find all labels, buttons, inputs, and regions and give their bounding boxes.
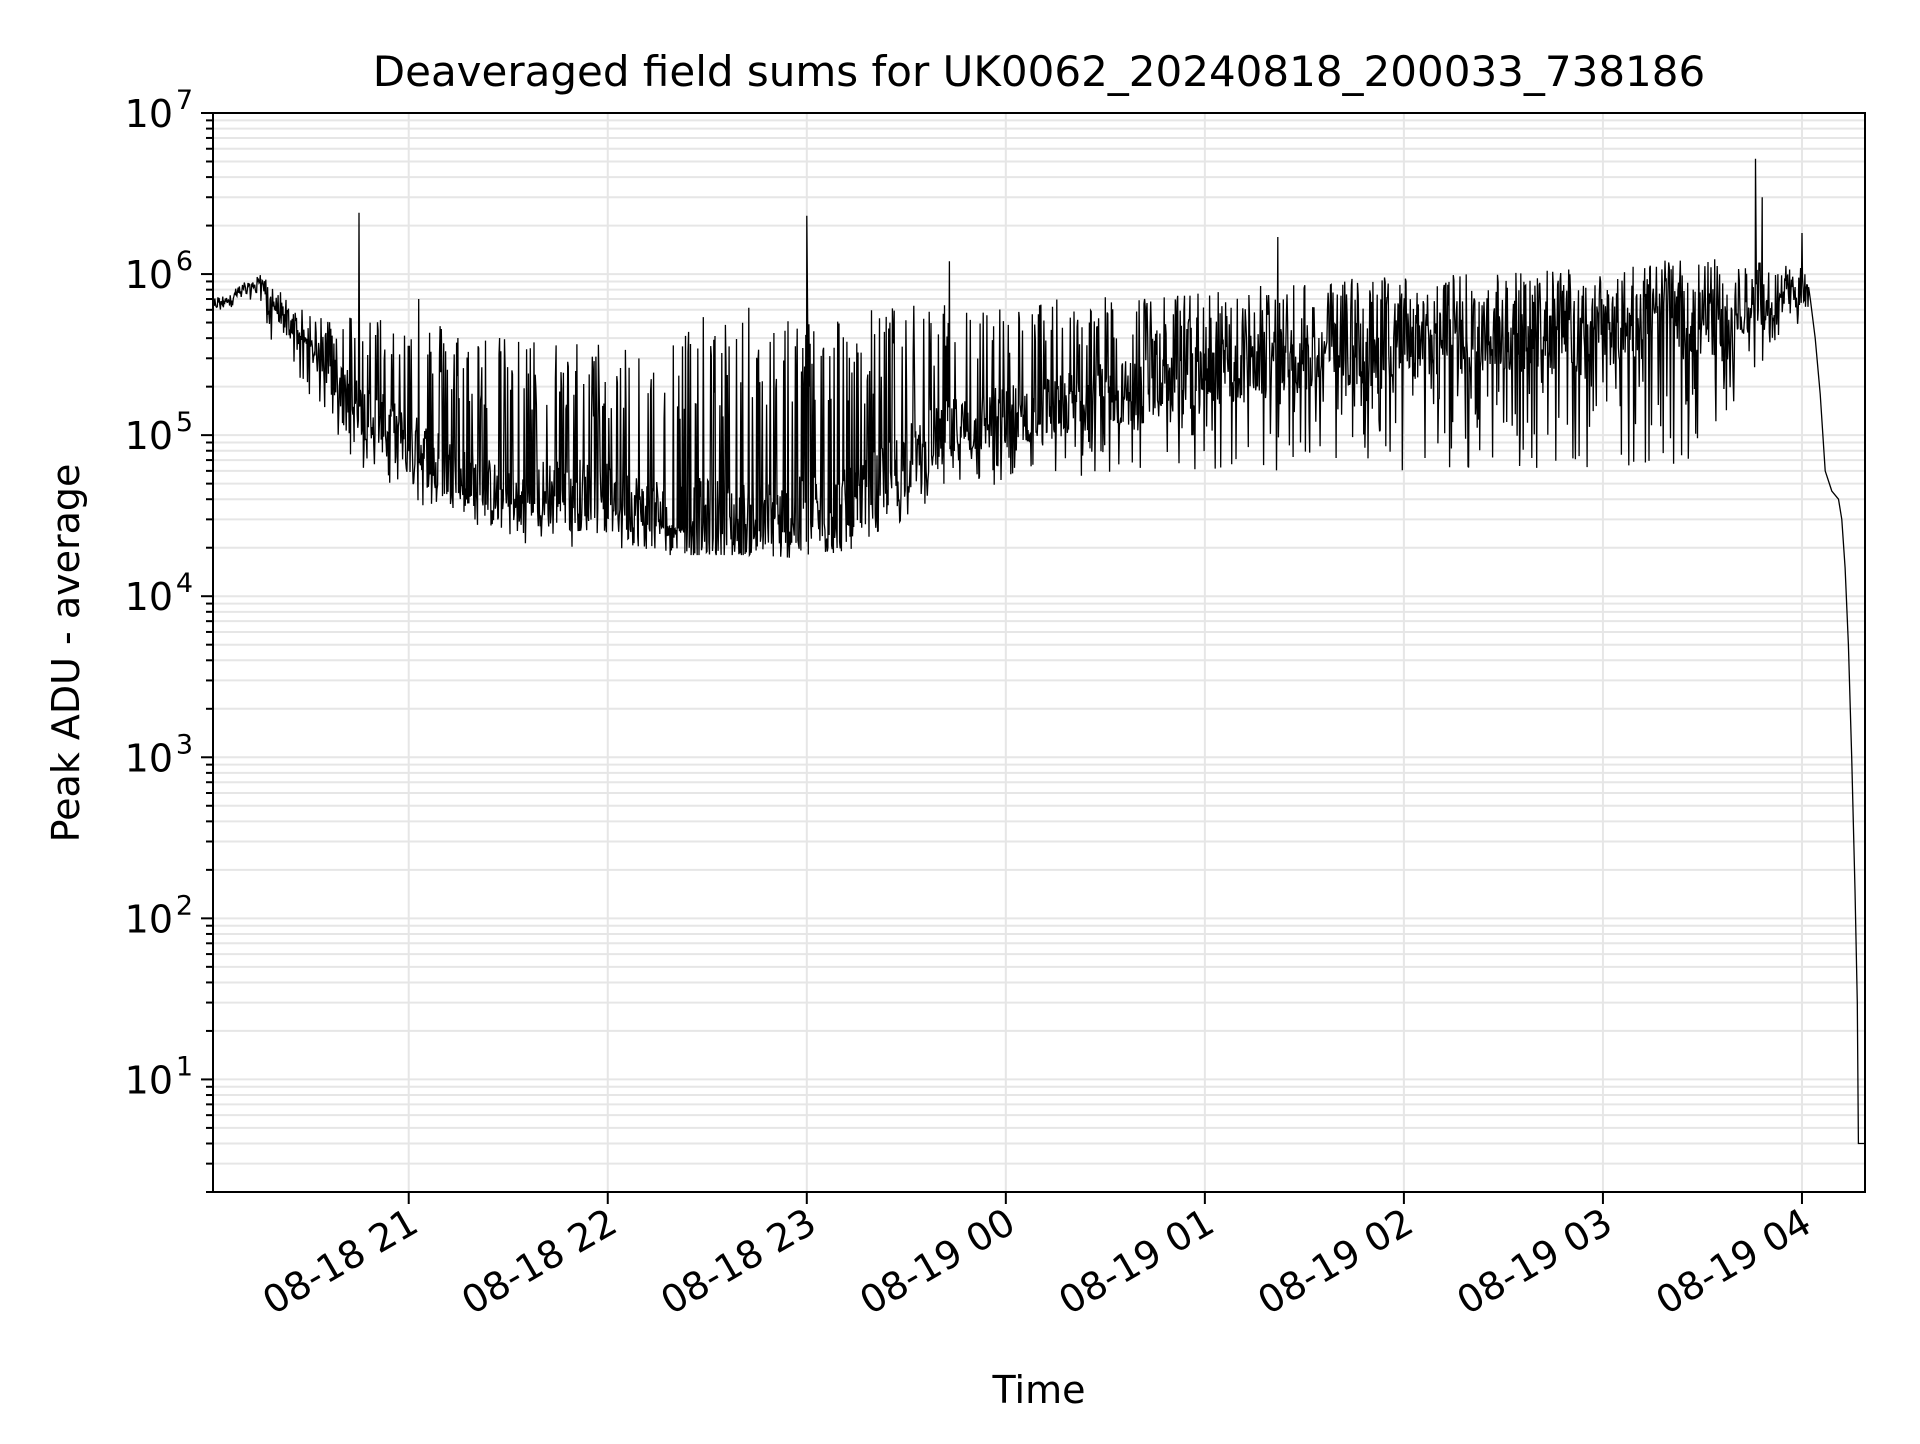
- x-tick-label: 08-18 22: [454, 1200, 624, 1324]
- chart-title: Deaveraged field sums for UK0062_2024081…: [373, 47, 1705, 96]
- data-series-line: [212, 158, 1865, 1145]
- grid-layer: [213, 112, 1865, 1193]
- y-tick-exponent: 7: [176, 85, 193, 116]
- line-layer: [212, 158, 1865, 1145]
- x-tick-label: 08-18 23: [653, 1200, 823, 1324]
- x-tick-label: 08-18 21: [255, 1200, 425, 1324]
- y-tick-label: 10: [125, 575, 173, 619]
- y-tick-exponent: 1: [176, 1051, 193, 1082]
- y-tick-exponent: 2: [176, 890, 193, 921]
- y-tick-exponent: 3: [176, 729, 193, 760]
- x-axis-label: Time: [992, 1368, 1086, 1412]
- x-tick-label: 08-19 01: [1051, 1200, 1221, 1324]
- x-tick-label: 08-19 03: [1449, 1200, 1619, 1324]
- y-tick-label: 10: [125, 92, 173, 136]
- y-tick-exponent: 4: [176, 568, 193, 599]
- y-tick-label: 10: [125, 736, 173, 780]
- y-tick-exponent: 5: [176, 407, 193, 438]
- x-tick-label: 08-19 02: [1250, 1200, 1420, 1324]
- y-tick-label: 10: [125, 1058, 173, 1102]
- y-tick-label: 10: [125, 414, 173, 458]
- y-axis-label: Peak ADU - average: [44, 464, 88, 843]
- x-tick-label: 08-19 04: [1649, 1200, 1819, 1324]
- y-tick-exponent: 6: [176, 246, 193, 277]
- x-tick-label: 08-19 00: [852, 1200, 1022, 1324]
- y-tick-label: 10: [125, 253, 173, 297]
- plot-frame: [212, 112, 1866, 1193]
- y-tick-label: 10: [125, 897, 173, 941]
